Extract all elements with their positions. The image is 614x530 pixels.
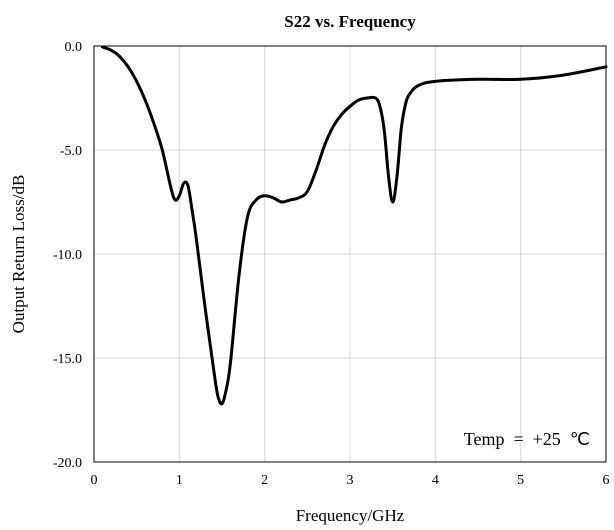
x-tick-label: 1: [176, 473, 183, 488]
temperature-annotation: Temp = +25 ℃: [464, 429, 590, 449]
s22-curve-line: [101, 45, 608, 406]
y-tick-label: 0.0: [65, 40, 83, 55]
chart-title: S22 vs. Frequency: [284, 12, 416, 31]
y-tick-label: -5.0: [60, 144, 82, 159]
x-tick-label: 4: [432, 473, 439, 488]
x-tick-label: 6: [603, 473, 610, 488]
x-tick-label: 5: [517, 473, 524, 488]
y-tick-label: -10.0: [53, 248, 82, 263]
x-tick-labels: 0 1 2 3 4 5 6: [91, 473, 610, 488]
y-tick-label: -15.0: [53, 352, 82, 367]
y-axis-label: Output Return Loss/dB: [9, 175, 28, 334]
x-axis-label: Frequency/GHz: [296, 506, 405, 525]
x-tick-label: 0: [91, 473, 98, 488]
plot-series-group: [101, 45, 608, 406]
y-tick-label: -20.0: [53, 456, 82, 471]
plot-frame: [93, 45, 607, 463]
x-tick-label: 3: [347, 473, 354, 488]
grid-lines: [94, 46, 606, 462]
x-tick-label: 2: [261, 473, 268, 488]
y-tick-labels: 0.0 -5.0 -10.0 -15.0 -20.0: [53, 40, 82, 471]
